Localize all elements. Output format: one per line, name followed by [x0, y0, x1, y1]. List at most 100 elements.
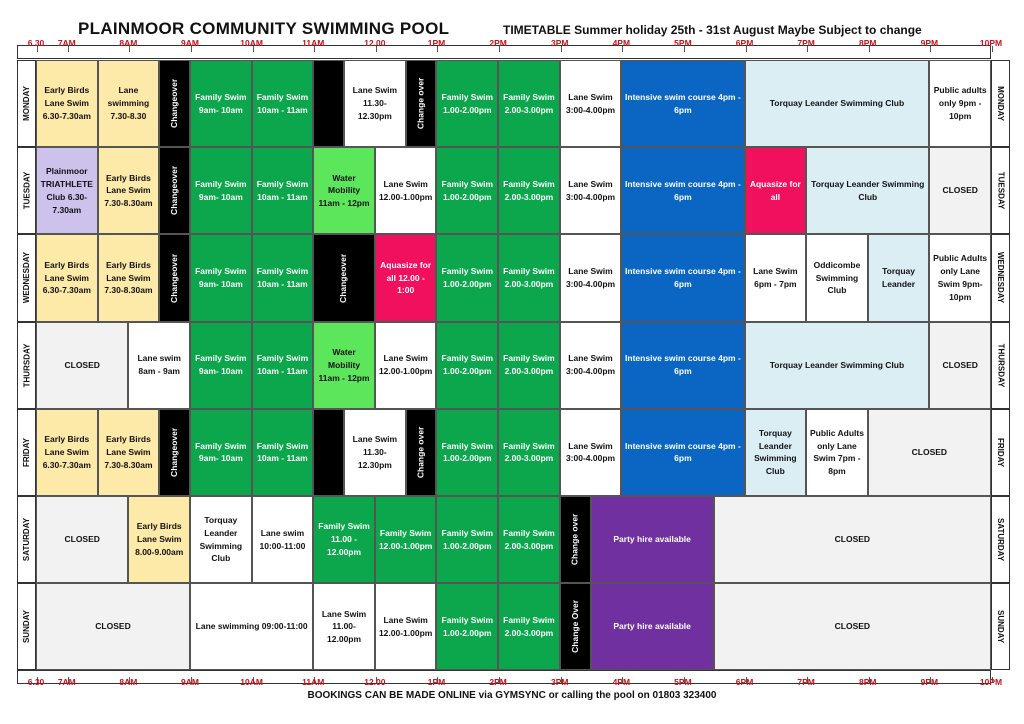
session-cell[interactable]: Family Swim 2.00-3.00pm — [498, 321, 560, 409]
session-cell[interactable]: Family Swim 1.00-2.00pm — [436, 583, 499, 671]
session-cell[interactable]: Family Swim 10am - 11am — [251, 408, 314, 496]
session-cell[interactable]: Torquay Leander Swimming Club — [744, 321, 930, 409]
session-cell[interactable]: Early Birds Lane Swim 6.30-7.30am — [36, 60, 98, 148]
session-cell[interactable]: Family Swim 11.00 - 12.00pm — [313, 496, 375, 584]
session-cell[interactable]: CLOSED — [929, 321, 991, 409]
session-label: CLOSED — [942, 185, 978, 196]
session-cell[interactable]: Lane Swim 3:00-4.00pm — [559, 60, 622, 148]
session-cell[interactable]: Public Adults only Lane Swim 9pm-10pm — [929, 234, 991, 322]
session-cell[interactable]: Family Swim 2.00-3.00pm — [498, 583, 560, 671]
session-cell[interactable] — [313, 60, 345, 148]
session-cell[interactable]: Family Swim 1.00-2.00pm — [436, 60, 499, 148]
session-cell[interactable]: Water Mobility 11am - 12pm — [313, 321, 375, 409]
session-cell[interactable]: Torquay Leander — [867, 234, 930, 322]
session-cell[interactable]: Plainmoor TRIATHLETE Club 6.30-7.30am — [36, 147, 98, 235]
session-cell[interactable]: Family Swim 1.00-2.00pm — [436, 496, 499, 584]
session-label: Intensive swim course 4pm - 6pm — [625, 353, 741, 377]
session-cell[interactable]: Public adults only 9pm - 10pm — [929, 60, 991, 148]
session-cell[interactable]: Early Birds Lane Swim 6.30-7.30am — [36, 408, 98, 496]
session-cell[interactable]: Torquay Leander Swimming Club — [190, 496, 252, 584]
session-cell[interactable]: Lane Swim 11.30-12.30pm — [344, 60, 406, 148]
session-cell[interactable]: Family Swim 2.00-3.00pm — [498, 234, 560, 322]
time-label: 5PM — [674, 38, 692, 48]
session-cell[interactable]: Aquasize for all — [744, 147, 807, 235]
session-cell[interactable]: Changeover — [159, 60, 191, 148]
session-cell[interactable]: Changeover — [159, 147, 191, 235]
session-cell[interactable]: Lane Swim 12.00-1.00pm — [374, 147, 437, 235]
session-cell[interactable]: Early Birds Lane Swim 7.30-8.30am — [97, 408, 160, 496]
session-cell[interactable]: Intensive swim course 4pm - 6pm — [621, 60, 745, 148]
session-cell[interactable]: Intensive swim course 4pm - 6pm — [621, 234, 745, 322]
session-cell[interactable]: CLOSED — [929, 147, 991, 235]
session-cell[interactable]: Family Swim 10am - 11am — [251, 147, 314, 235]
session-cell[interactable]: Early Birds Lane Swim 6.30-7.30am — [36, 234, 98, 322]
session-cell[interactable]: Lane Swim 3:00-4.00pm — [559, 408, 622, 496]
session-cell[interactable]: Public Adults only Lane Swim 7pm - 8pm — [806, 408, 868, 496]
session-cell[interactable]: Family Swim 2.00-3.00pm — [498, 60, 560, 148]
session-cell[interactable]: CLOSED — [36, 583, 191, 671]
session-cell[interactable]: Lane swimming 09:00-11:00 — [190, 583, 314, 671]
session-cell[interactable]: Water Mobility 11am - 12pm — [313, 147, 375, 235]
session-cell[interactable]: Family Swim 2.00-3.00pm — [498, 408, 560, 496]
session-cell[interactable]: Family Swim 9am- 10am — [190, 60, 252, 148]
session-cell[interactable]: Lane Swim 11.30-12.30pm — [344, 408, 406, 496]
day-label-sunday-right: SUNDAY — [991, 583, 1010, 671]
session-cell[interactable]: Early Birds Lane Swim 8.00-9.00am — [128, 496, 191, 584]
session-cell[interactable]: Family Swim 10am - 11am — [251, 60, 314, 148]
session-cell[interactable]: CLOSED — [36, 496, 129, 584]
session-cell[interactable]: Family Swim 2.00-3.00pm — [498, 147, 560, 235]
session-cell[interactable]: Lane Swim 3:00-4.00pm — [559, 234, 622, 322]
session-cell[interactable]: Torquay Leander Swimming Club — [744, 408, 807, 496]
session-cell[interactable]: Changeover — [159, 234, 191, 322]
time-tick — [129, 46, 131, 52]
session-cell[interactable]: Change Over — [559, 583, 591, 671]
session-cell[interactable]: Party hire available — [590, 496, 714, 584]
session-cell[interactable]: Intensive swim course 4pm - 6pm — [621, 147, 745, 235]
session-cell[interactable]: Family Swim 10am - 11am — [251, 321, 314, 409]
session-label: Change over — [415, 77, 426, 130]
session-cell[interactable]: Change over — [405, 408, 437, 496]
time-label: 7PM — [797, 38, 815, 48]
session-cell[interactable]: Family Swim 9am- 10am — [190, 234, 252, 322]
session-cell[interactable]: Family Swim 2.00-3.00pm — [498, 496, 560, 584]
session-cell[interactable]: Change over — [559, 496, 591, 584]
session-cell[interactable]: Lane Swim 6pm - 7pm — [744, 234, 807, 322]
session-label: Family Swim 1.00-2.00pm — [441, 353, 494, 377]
session-cell[interactable]: Lane Swim 11.00-12.00pm — [313, 583, 375, 671]
day-name: SATURDAY — [22, 518, 31, 562]
session-cell[interactable]: Torquay Leander Swimming Club — [744, 60, 930, 148]
session-cell[interactable]: Family Swim 1.00-2.00pm — [436, 234, 499, 322]
session-cell[interactable]: CLOSED — [713, 496, 991, 584]
session-cell[interactable]: Torquay Leander Swimming Club — [806, 147, 930, 235]
session-cell[interactable]: Early Birds Lane Swim 7.30-8.30am — [97, 234, 160, 322]
session-cell[interactable]: Lane swimming 7.30-8.30 — [97, 60, 160, 148]
time-tick — [930, 677, 932, 683]
session-cell[interactable]: Family Swim 1.00-2.00pm — [436, 321, 499, 409]
session-cell[interactable]: CLOSED — [867, 408, 991, 496]
session-cell[interactable] — [313, 408, 345, 496]
session-cell[interactable]: Lane swim 8am - 9am — [128, 321, 191, 409]
session-cell[interactable]: Oddicombe Swimming Club — [806, 234, 868, 322]
session-cell[interactable]: Intensive swim course 4pm - 6pm — [621, 408, 745, 496]
session-cell[interactable]: Family Swim 1.00-2.00pm — [436, 147, 499, 235]
session-cell[interactable]: Lane Swim 12.00-1.00pm — [374, 321, 437, 409]
session-cell[interactable]: Lane swim 10:00-11:00 — [251, 496, 314, 584]
session-cell[interactable]: Change over — [405, 60, 437, 148]
session-cell[interactable]: Intensive swim course 4pm - 6pm — [621, 321, 745, 409]
session-cell[interactable]: Family Swim 1.00-2.00pm — [436, 408, 499, 496]
session-cell[interactable]: Lane Swim 12.00-1.00pm — [374, 583, 437, 671]
session-cell[interactable]: Lane Swim 3:00-4.00pm — [559, 321, 622, 409]
session-cell[interactable]: Family Swim 10am - 11am — [251, 234, 314, 322]
session-cell[interactable]: CLOSED — [36, 321, 129, 409]
session-cell[interactable]: Changeover — [159, 408, 191, 496]
session-cell[interactable]: Aquasize for all 12.00 - 1:00 — [374, 234, 437, 322]
session-cell[interactable]: Changeover — [313, 234, 375, 322]
session-cell[interactable]: Lane Swim 3:00-4.00pm — [559, 147, 622, 235]
session-cell[interactable]: Family Swim 9am- 10am — [190, 408, 252, 496]
session-cell[interactable]: Party hire available — [590, 583, 714, 671]
session-cell[interactable]: CLOSED — [713, 583, 991, 671]
session-cell[interactable]: Family Swim 12.00-1.00pm — [374, 496, 437, 584]
session-cell[interactable]: Family Swim 9am- 10am — [190, 147, 252, 235]
session-cell[interactable]: Family Swim 9am- 10am — [190, 321, 252, 409]
session-cell[interactable]: Early Birds Lane Swim 7.30-8.30am — [97, 147, 160, 235]
